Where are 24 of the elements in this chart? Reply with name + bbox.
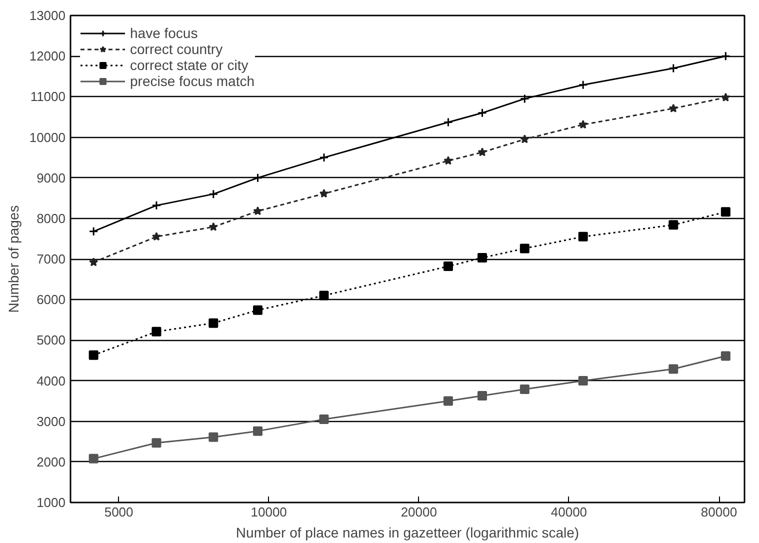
y-tick-label: 4000 bbox=[36, 373, 66, 388]
y-tick-label: 3000 bbox=[36, 414, 66, 429]
legend-label: have focus bbox=[130, 25, 198, 41]
y-tick-label: 6000 bbox=[36, 292, 66, 308]
legend-label: correct state or city bbox=[130, 57, 248, 73]
legend-label: correct country bbox=[130, 41, 223, 57]
legend-label: precise focus match bbox=[130, 73, 254, 89]
y-tick-label: 7000 bbox=[36, 252, 66, 266]
y-tick-label: 2000 bbox=[36, 454, 66, 470]
x-axis-title: Number of place names in gazetteer (logarithmic scale) bbox=[236, 524, 580, 540]
y-tick-label: 5000 bbox=[36, 332, 66, 348]
y-tick-label: 9000 bbox=[36, 170, 66, 186]
y-tick-label: 1000 bbox=[36, 495, 66, 510]
x-tick-label: 5000 bbox=[104, 504, 134, 520]
x-tick-label: 10000 bbox=[250, 504, 287, 520]
y-axis-title: Number of pages bbox=[5, 205, 22, 313]
y-tick-label: 8000 bbox=[36, 210, 66, 226]
y-tick-label: 11000 bbox=[30, 89, 66, 104]
y-tick-label: 12000 bbox=[29, 48, 66, 64]
y-tick-label: 13000 bbox=[29, 8, 66, 23]
x-tick-label: 20000 bbox=[400, 504, 437, 520]
y-tick-label: 10000 bbox=[29, 130, 66, 145]
x-tick-label: 40000 bbox=[550, 504, 588, 520]
x-tick-label: 80000 bbox=[700, 504, 738, 520]
